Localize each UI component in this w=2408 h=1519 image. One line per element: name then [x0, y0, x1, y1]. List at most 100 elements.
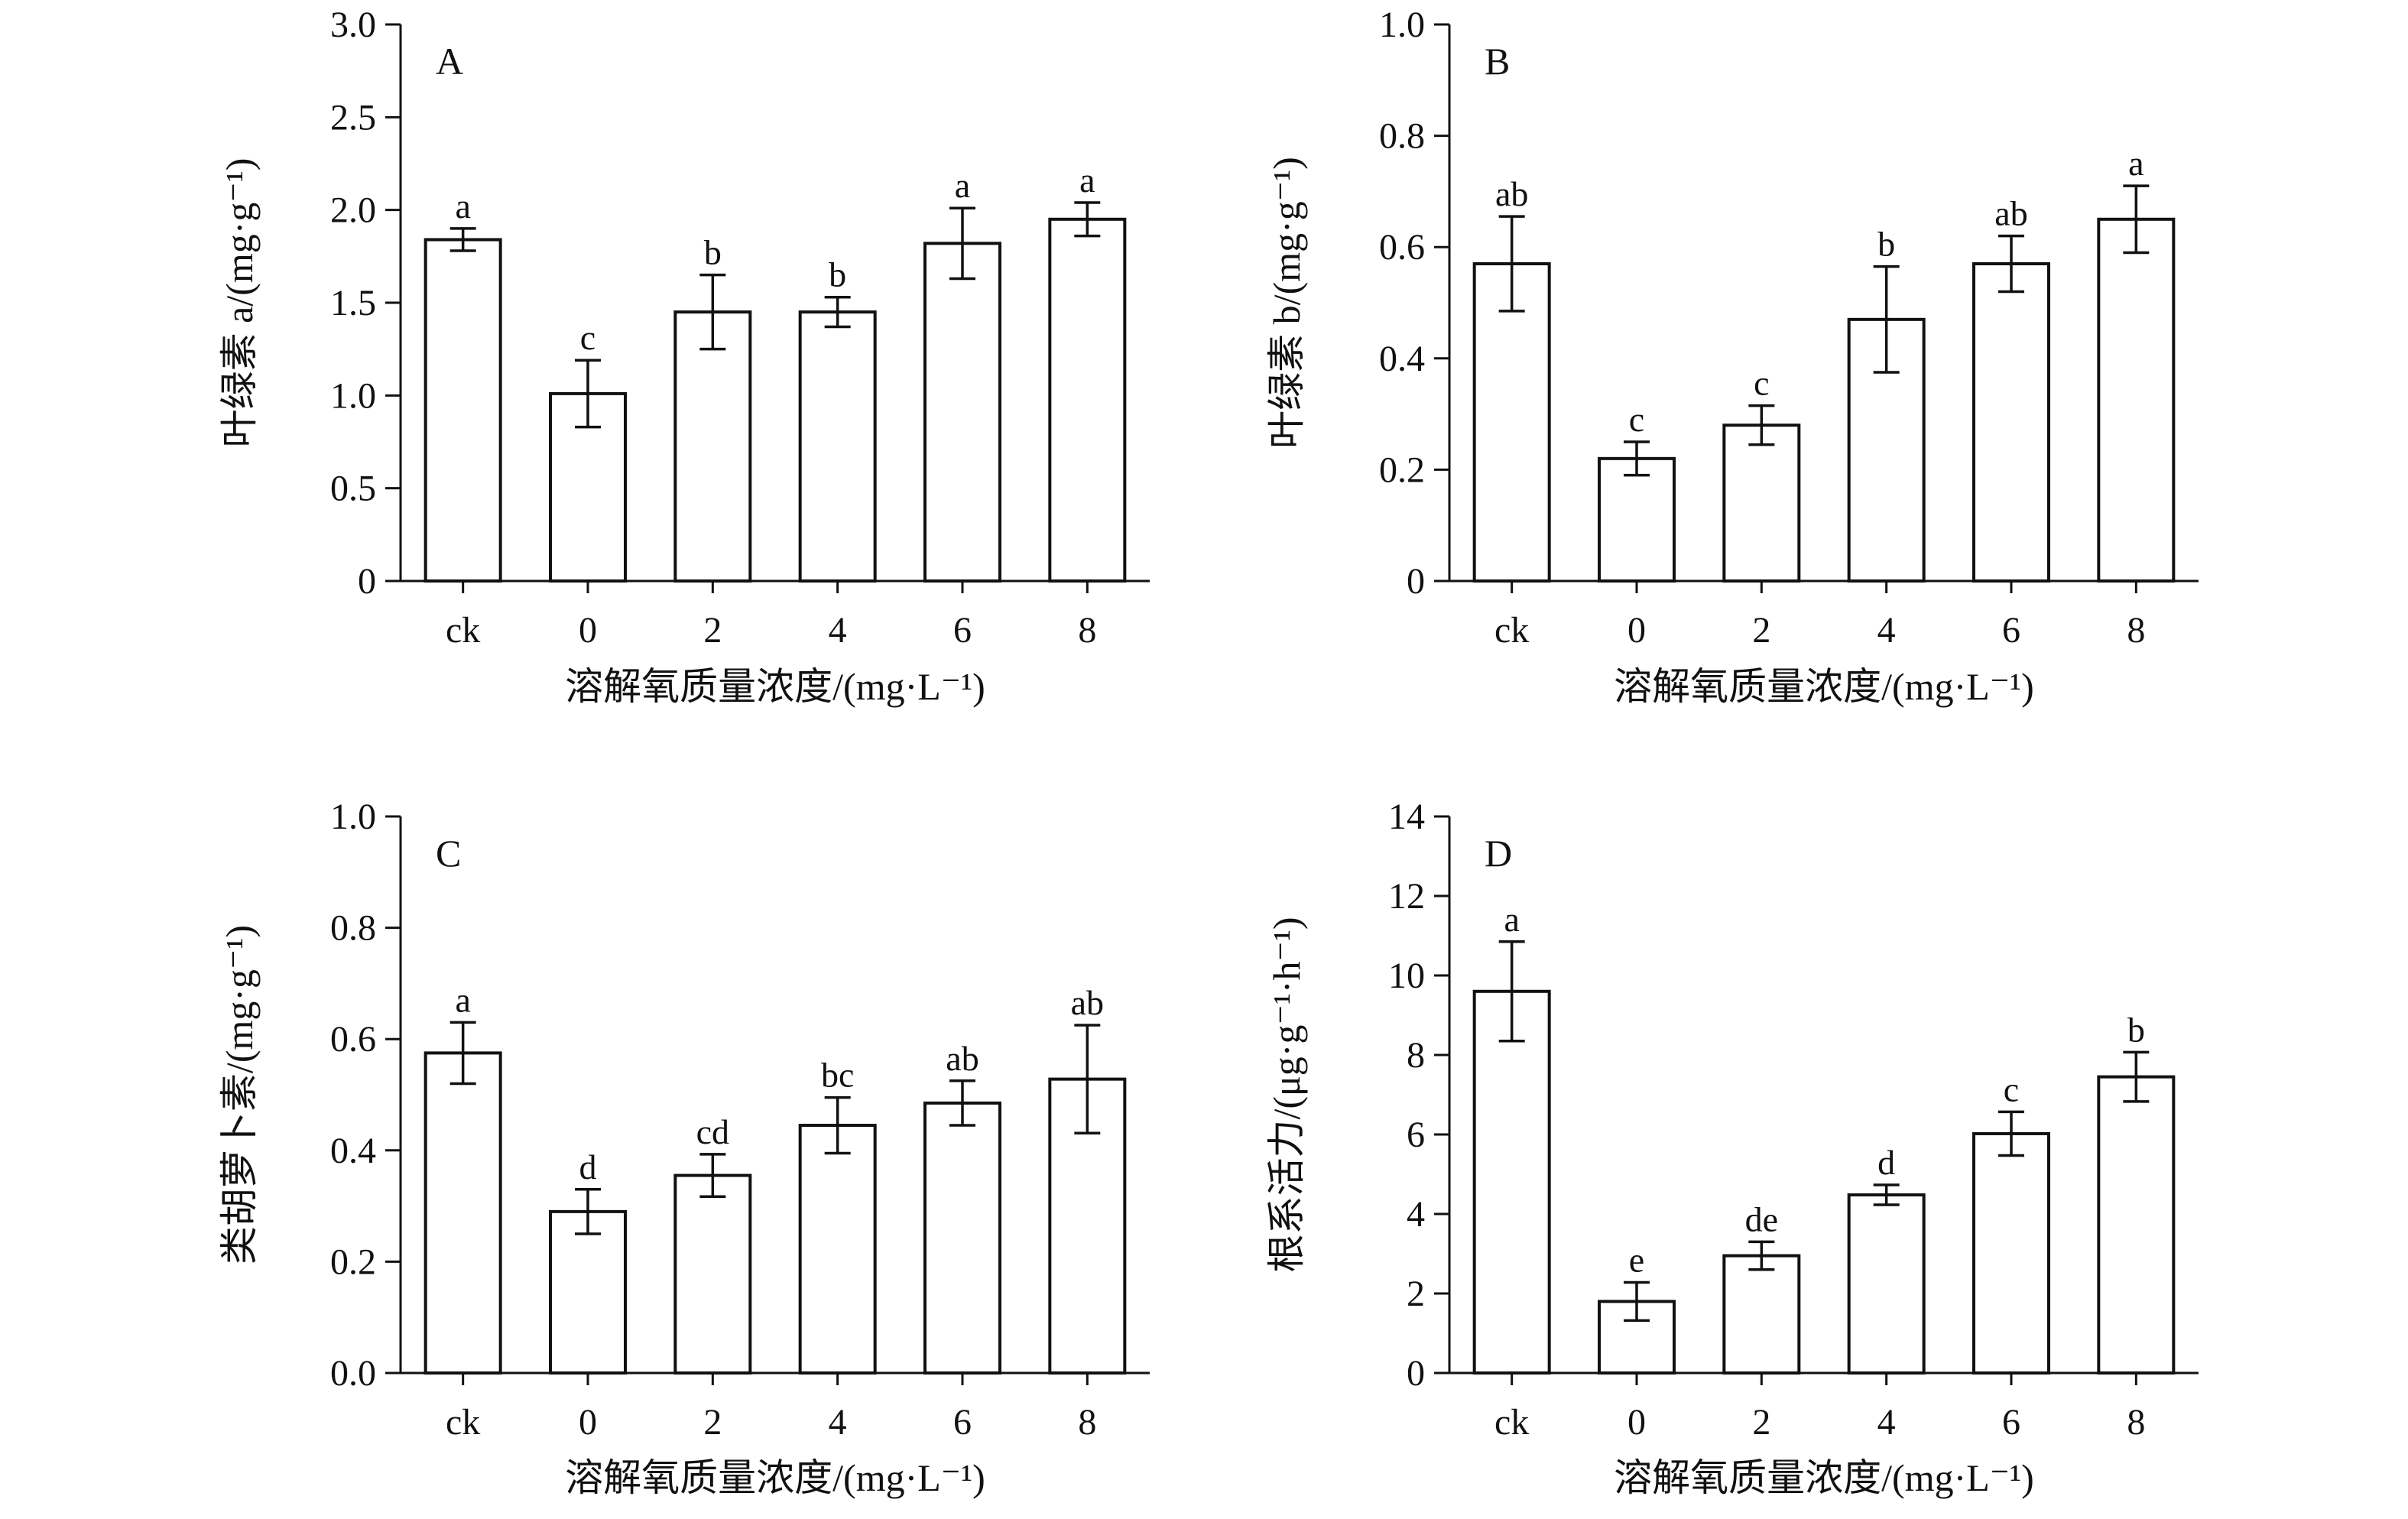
bar — [549, 1209, 627, 1375]
x-tick-label: 4 — [1877, 610, 1896, 651]
panel-letter: A — [436, 40, 463, 83]
significance-letter: a — [955, 166, 970, 205]
y-tick-label: 0 — [1407, 1353, 1425, 1394]
significance-letter: a — [455, 187, 470, 226]
significance-letter: c — [1629, 400, 1644, 439]
chart-panel-a: 0 0.5 1.0 1.5 2.0 2.5 3.0 a ck c 0 b 2 b 4 a 6 a 8 A 溶解氧质量浓度… — [218, 5, 1150, 708]
bar — [1847, 1193, 1926, 1375]
x-tick-label: 8 — [1078, 1402, 1096, 1443]
bar — [673, 1173, 752, 1375]
x-tick-label: ck — [446, 1402, 480, 1443]
x-tick-label: 0 — [579, 610, 597, 651]
y-tick-label: 0.2 — [1379, 450, 1425, 490]
significance-letter: a — [455, 980, 470, 1019]
y-tick-label: 0.6 — [330, 1019, 376, 1060]
bar — [1972, 262, 2050, 583]
panel-letter: B — [1485, 40, 1510, 83]
x-tick-label: 6 — [2002, 1402, 2020, 1443]
significance-letter: ab — [946, 1039, 978, 1078]
x-tick-label: 8 — [2127, 610, 2145, 651]
significance-letter: d — [579, 1147, 597, 1186]
significance-letter: b — [2127, 1010, 2145, 1049]
x-axis-title: 溶解氧质量浓度/(mg·L⁻¹) — [1614, 665, 2034, 708]
panel-letter: C — [436, 832, 461, 875]
significance-letter: ab — [1495, 174, 1528, 213]
x-axis-title: 溶解氧质量浓度/(mg·L⁻¹) — [565, 1456, 985, 1499]
panel-letter: D — [1485, 832, 1512, 875]
y-tick-label: 3.0 — [330, 5, 376, 45]
x-tick-label: 6 — [953, 610, 972, 651]
y-tick-label: 2.0 — [330, 190, 376, 231]
y-tick-label: 10 — [1388, 956, 1425, 996]
y-tick-label: 0.6 — [1379, 227, 1425, 268]
y-tick-label: 14 — [1388, 797, 1425, 837]
y-tick-label: 0 — [1407, 561, 1425, 602]
significance-letter: cd — [696, 1112, 729, 1151]
bar — [1472, 262, 1551, 583]
chart-panel-d: 0 2 4 6 8 10 12 14 a ck e 0 de 2 d 4 c 6 b 8 D 溶解氧质量浓度/(mg·L⁻… — [1265, 797, 2199, 1499]
chart-panel-c: 0.0 0.2 0.4 0.6 0.8 1.0 a ck d 0 cd 2 bc 4 ab 6 ab 8 C 溶解氧质… — [218, 797, 1150, 1499]
y-tick-label: 1.0 — [1379, 5, 1425, 45]
y-tick-label: 12 — [1388, 876, 1425, 917]
bar — [1598, 456, 1676, 583]
significance-letter: e — [1629, 1240, 1644, 1279]
chart-panel-b: 0 0.2 0.4 0.6 0.8 1.0 ab ck c 0 c 2 b 4 ab 6 a 8 B 溶解氧质量浓度/… — [1265, 5, 2199, 708]
y-tick-label: 0.8 — [1379, 116, 1425, 157]
significance-letter: de — [1745, 1199, 1778, 1238]
bar — [1472, 989, 1551, 1375]
x-tick-label: ck — [446, 610, 480, 651]
y-tick-label: 0.8 — [330, 908, 376, 949]
significance-letter: b — [1877, 225, 1895, 264]
y-tick-label: 1.0 — [330, 375, 376, 416]
y-tick-label: 0.4 — [1379, 339, 1425, 379]
y-tick-label: 0.0 — [330, 1353, 376, 1394]
significance-letter: b — [829, 255, 846, 294]
significance-letter: a — [2128, 144, 2144, 183]
x-tick-label: 0 — [1628, 610, 1646, 651]
bar — [2097, 217, 2176, 583]
significance-letter: c — [2004, 1069, 2019, 1108]
bar — [424, 1051, 502, 1375]
bar — [923, 242, 1001, 583]
bar — [424, 238, 502, 583]
y-tick-label: 0.5 — [330, 469, 376, 509]
x-tick-label: 4 — [829, 610, 847, 651]
y-tick-label: 0 — [358, 561, 376, 602]
y-tick-label: 2.5 — [330, 97, 376, 138]
bar — [1722, 1254, 1801, 1375]
x-tick-label: 4 — [829, 1402, 847, 1443]
significance-letter: c — [580, 318, 596, 357]
x-tick-label: 8 — [2127, 1402, 2145, 1443]
y-tick-label: 1.5 — [330, 283, 376, 323]
y-axis-title: 叶绿素 b/(mg·g⁻¹) — [1265, 157, 1308, 449]
bar — [923, 1101, 1001, 1375]
bar — [549, 391, 627, 583]
bar — [798, 310, 877, 583]
x-tick-label: 0 — [1628, 1402, 1646, 1443]
bar — [1972, 1131, 2050, 1375]
y-tick-label: 6 — [1407, 1115, 1425, 1155]
significance-letter: a — [1079, 161, 1095, 200]
bar — [673, 310, 752, 583]
y-tick-label: 4 — [1407, 1194, 1425, 1235]
y-tick-label: 0.2 — [330, 1241, 376, 1282]
y-axis-title: 类胡萝卜素/(mg·g⁻¹) — [218, 925, 261, 1264]
x-tick-label: 0 — [579, 1402, 597, 1443]
bar — [798, 1124, 877, 1375]
significance-letter: a — [1504, 900, 1519, 939]
y-tick-label: 0.4 — [330, 1131, 376, 1171]
significance-letter: bc — [821, 1056, 854, 1095]
x-tick-label: ck — [1494, 1402, 1529, 1443]
bar — [1048, 217, 1127, 583]
x-tick-label: 2 — [1752, 610, 1770, 651]
x-tick-label: 6 — [953, 1402, 972, 1443]
significance-letter: ab — [1994, 194, 2027, 233]
significance-letter: ab — [1071, 983, 1104, 1022]
significance-letter: d — [1877, 1143, 1895, 1182]
significance-letter: b — [704, 233, 722, 272]
x-axis-title: 溶解氧质量浓度/(mg·L⁻¹) — [565, 665, 985, 708]
x-tick-label: ck — [1494, 610, 1529, 651]
x-axis-title: 溶解氧质量浓度/(mg·L⁻¹) — [1614, 1456, 2034, 1499]
bar — [1722, 424, 1801, 583]
